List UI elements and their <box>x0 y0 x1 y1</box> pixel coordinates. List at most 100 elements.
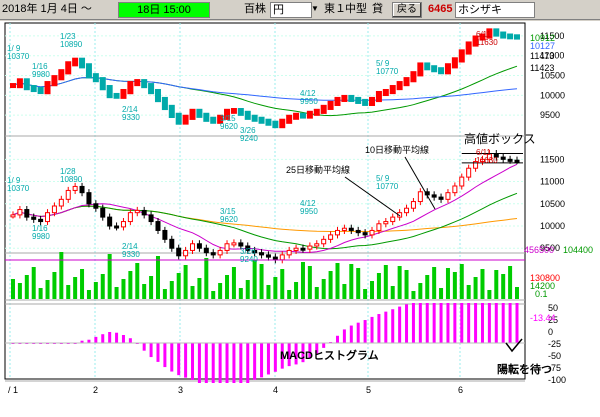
top-candle <box>134 79 141 87</box>
macd-bar <box>191 343 195 380</box>
top-annotation-date: 3/15 <box>220 114 236 123</box>
volume-bar <box>342 284 347 299</box>
volume-bar <box>197 278 202 299</box>
top-candle <box>210 116 217 124</box>
macd-y-tick-label: -50 <box>548 351 561 361</box>
ma10-pointer <box>404 156 436 210</box>
bottom-candle <box>224 243 230 251</box>
macd-bar <box>425 303 429 343</box>
bottom-candle <box>31 216 37 220</box>
volume-bar <box>100 274 105 299</box>
macd-bar <box>508 303 512 343</box>
bottom-annotation-date: 1/16 <box>32 224 48 233</box>
top-candle <box>355 96 362 104</box>
bottom-candle <box>300 247 306 251</box>
top-candle <box>382 88 389 97</box>
chevron-down-icon[interactable]: ▼ <box>311 4 319 13</box>
bottom-candle <box>355 229 361 234</box>
macd-bar <box>280 343 284 369</box>
macd-bar <box>218 343 222 383</box>
top-candle <box>65 61 72 75</box>
bottom-candle <box>155 221 161 231</box>
volume-bar <box>294 282 299 299</box>
bottom-annotation-date: 3/26 <box>240 247 256 256</box>
bottom-annotation-date: 6/11 <box>476 148 492 157</box>
volume-bar <box>45 280 50 299</box>
top-y-tick-label: 11500 <box>540 31 564 41</box>
top-candle <box>251 114 258 122</box>
bot-y-tick-label: 9500 <box>540 243 560 253</box>
back-button[interactable]: 戻る <box>392 2 422 18</box>
top-candle <box>99 77 106 91</box>
top-candle <box>396 81 403 91</box>
volume-bar <box>300 262 305 299</box>
top-candle <box>286 114 293 124</box>
high-box-label: 高値ボックス <box>464 131 536 146</box>
plot-frame <box>4 22 526 380</box>
top-candle <box>141 79 148 89</box>
macd-y-tick-label: 50 <box>548 303 558 313</box>
bot-y-tick-label: 11000 <box>540 177 564 187</box>
ma25-pointer <box>344 176 401 217</box>
top-candle <box>92 73 99 83</box>
volume-value-3: 130800 <box>530 273 560 283</box>
volume-bar <box>162 289 167 299</box>
top-candle <box>23 78 30 91</box>
volume-bar <box>11 279 15 299</box>
macd-y-tick-label: -25 <box>548 339 561 349</box>
bottom-candle <box>404 207 410 214</box>
currency-select[interactable]: 円 <box>270 2 312 18</box>
macd-bar <box>370 316 374 343</box>
top-candle <box>431 65 438 73</box>
top-candle <box>189 108 196 120</box>
bottom-candle <box>79 185 85 194</box>
macd-bar <box>253 343 257 380</box>
macd-bar <box>467 303 471 343</box>
top-candle <box>217 114 224 124</box>
bottom-annotation-price: 11630 <box>476 156 498 165</box>
top-candle <box>44 81 51 95</box>
top-candle <box>341 94 348 102</box>
top-annotation-price: 9980 <box>32 70 50 79</box>
macd-bar <box>418 303 422 343</box>
reversal-arrow-icon <box>505 338 523 353</box>
stock-name-field[interactable]: ホシザキ <box>455 2 535 18</box>
bottom-candle <box>245 245 251 251</box>
macd-bar <box>363 320 367 343</box>
macd-bar <box>232 343 236 383</box>
volume-bar <box>266 285 271 299</box>
bottom-candle <box>362 232 368 236</box>
volume-bar <box>176 273 181 299</box>
bottom-candle <box>100 207 106 218</box>
macd-bar <box>266 343 270 375</box>
top-annotation-date: 4/12 <box>300 89 316 98</box>
bottom-candle <box>114 225 120 229</box>
macd-bar <box>487 303 491 343</box>
macd-bar <box>170 343 174 372</box>
macd-bar <box>494 303 498 343</box>
bottom-candle <box>162 229 168 240</box>
bottom-candle <box>58 198 64 207</box>
bottom-candle <box>217 249 223 256</box>
category-label: 中型 <box>345 3 367 15</box>
bottom-candle <box>210 252 216 256</box>
bot-y-tick-label: 11500 <box>540 154 564 164</box>
volume-bar <box>418 283 423 299</box>
bottom-candle <box>479 158 485 163</box>
macd-histogram-label: MACDヒストグラム <box>280 348 379 362</box>
macd-bar <box>398 306 402 343</box>
top-candle <box>258 116 265 124</box>
top-candle <box>451 57 458 69</box>
top-annotation-price: 9950 <box>300 97 318 106</box>
volume-bar <box>370 281 375 299</box>
volume-bar <box>452 272 457 299</box>
end-time-field[interactable]: 18日 15:00 <box>118 2 210 18</box>
bottom-annotation-price: 9980 <box>32 232 50 241</box>
macd-bar <box>377 314 381 343</box>
volume-bar <box>114 287 119 299</box>
bottom-candle <box>369 229 375 236</box>
bottom-candle <box>514 159 520 163</box>
top-candle <box>168 104 175 118</box>
volume-bar <box>515 287 519 299</box>
volume-bar <box>149 276 154 299</box>
